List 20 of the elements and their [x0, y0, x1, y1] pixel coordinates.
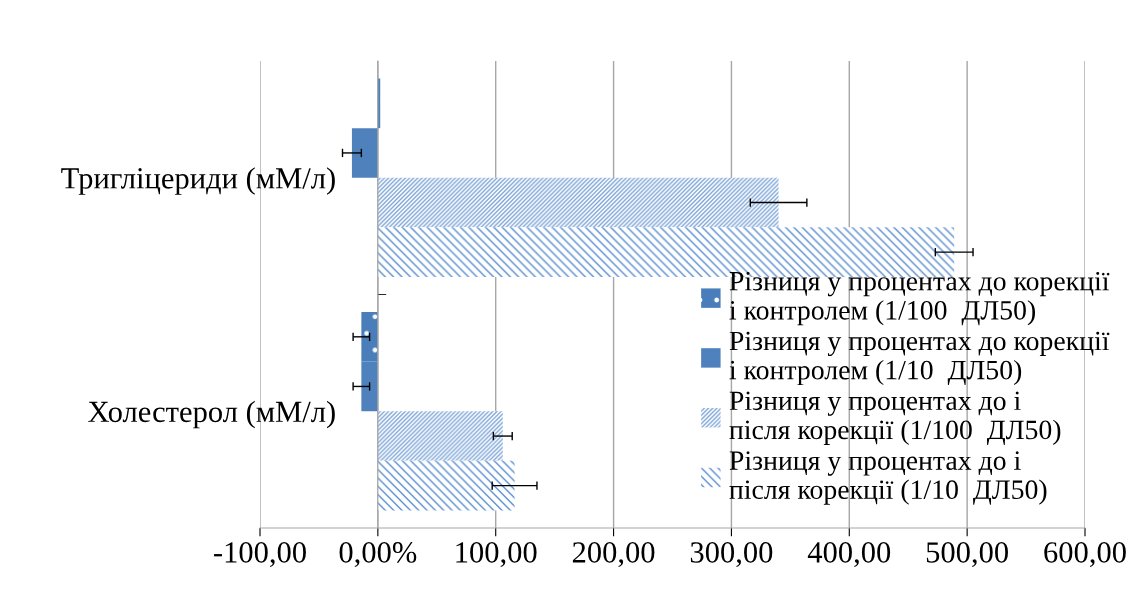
- bar: [377, 411, 503, 461]
- x-tick-label: 200,00: [572, 542, 655, 568]
- x-tick-label: -100,00: [214, 542, 306, 568]
- legend-label: Різниця у процентах до і після корекції (1/100 ДЛ50): [729, 391, 1061, 445]
- x-tick-label: 600,00: [1044, 542, 1126, 568]
- x-tick-label: 300,00: [690, 542, 773, 568]
- y-tick-label: Холестерол (мМ/л): [88, 400, 335, 429]
- legend-label: Різниця у процентах до корекції і контролем (1/100 ДЛ50): [729, 271, 1110, 326]
- y-tick-label: Тригліцериди (мМ/л): [61, 167, 335, 195]
- bar: [361, 361, 378, 412]
- bar: [377, 460, 515, 511]
- x-tick-label: 400,00: [807, 542, 891, 568]
- x-tick-label: 0,00%: [339, 542, 417, 568]
- bar: [351, 128, 378, 178]
- legend-label: Різниця у процентах до і після корекції (1/10 ДЛ50): [729, 451, 1047, 505]
- legend-label: Різниця у процентах до корекції і контролем (1/10 ДЛ50): [729, 331, 1110, 386]
- bar: [377, 177, 779, 228]
- x-tick-label: 500,00: [926, 542, 1008, 568]
- bar: [361, 312, 378, 362]
- x-tick-label: 100,00: [456, 542, 537, 568]
